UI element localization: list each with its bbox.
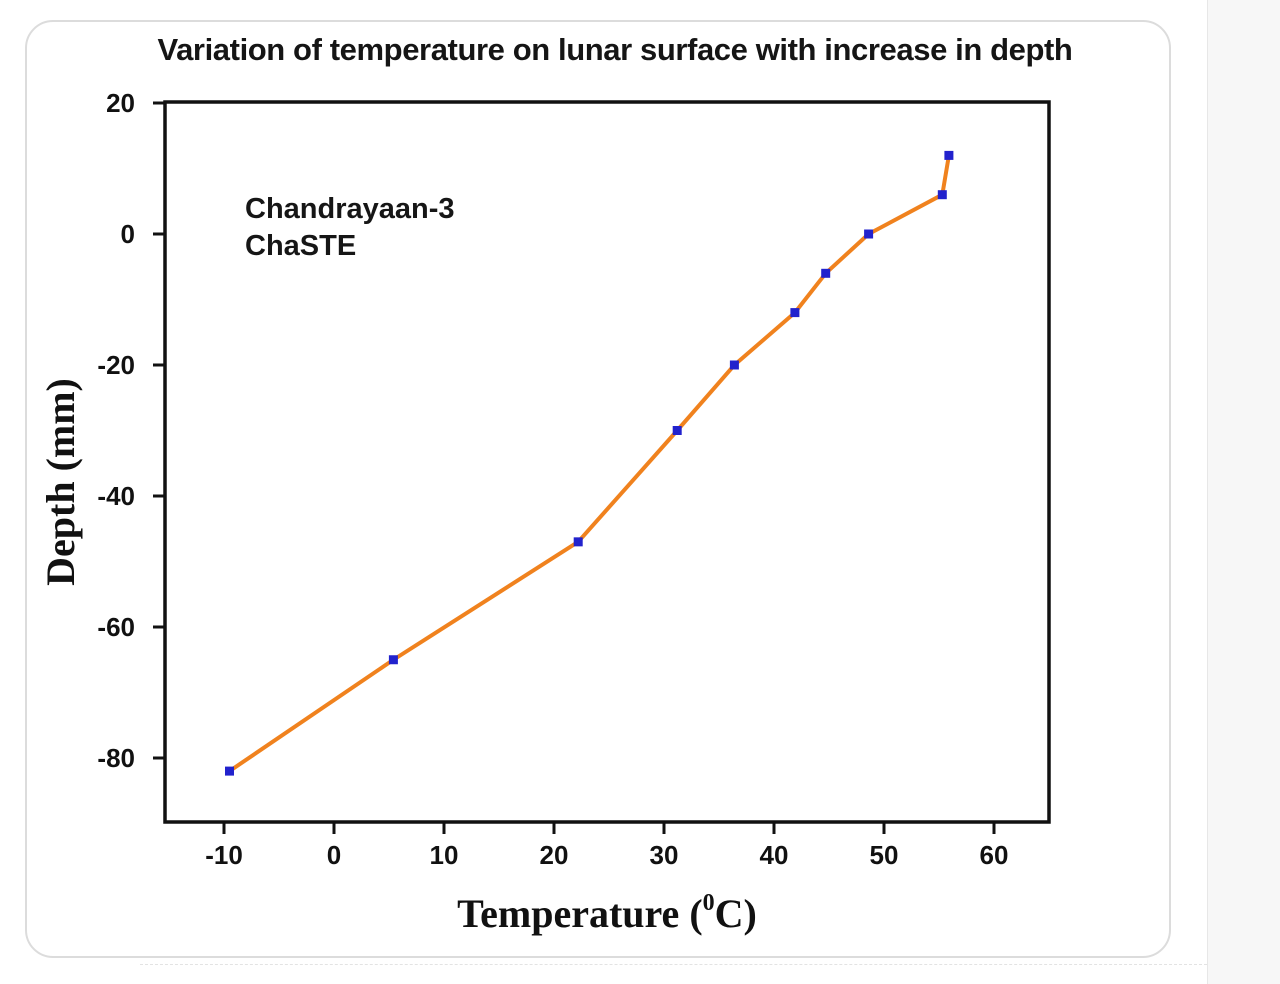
x-tick-label: -10 [205, 840, 243, 870]
data-point-marker [944, 150, 954, 160]
data-point-marker [937, 190, 947, 200]
data-point-marker [388, 655, 398, 665]
plot-frame [163, 100, 1051, 824]
card-underline-divider [140, 964, 1207, 965]
data-point-marker [573, 537, 583, 547]
x-tick-label: 20 [540, 840, 569, 870]
y-tick-label: -40 [97, 481, 135, 511]
chart-card: Variation of temperature on lunar surfac… [25, 20, 1171, 958]
data-point-marker [821, 268, 831, 278]
annotation-line: ChaSTE [245, 230, 356, 262]
y-tick-label: 0 [121, 219, 135, 249]
x-axis-label: Temperature (0C) [457, 890, 757, 936]
temperature-depth-line-chart: -10 0 10 20 30 40 50 60 20 0 -20 -40 -60 -80 Temperatu… [38, 88, 1051, 936]
x-tick-label: 10 [430, 840, 459, 870]
data-point-marker [672, 426, 682, 435]
y-axis-label: Depth (mm) [38, 378, 83, 586]
x-tick-label: 40 [760, 840, 789, 870]
data-point-marker [729, 360, 739, 370]
x-tick-label: 30 [650, 840, 679, 870]
right-page-margin [1207, 0, 1280, 984]
x-tick-label: 50 [870, 840, 899, 870]
data-point-marker [790, 308, 800, 318]
x-tick-label: 0 [327, 840, 341, 870]
y-tick-label: 20 [106, 88, 135, 118]
annotation-line: Chandrayaan-3 [245, 193, 455, 225]
x-tick-label: 60 [980, 840, 1009, 870]
y-tick-label: -80 [97, 743, 135, 773]
y-tick-label: -60 [97, 612, 135, 642]
chart-title: Variation of temperature on lunar surfac… [157, 32, 1073, 67]
data-point-marker [864, 229, 874, 239]
y-tick-label: -20 [97, 350, 135, 380]
series-line [227, 153, 951, 774]
data-point-marker [225, 766, 234, 776]
